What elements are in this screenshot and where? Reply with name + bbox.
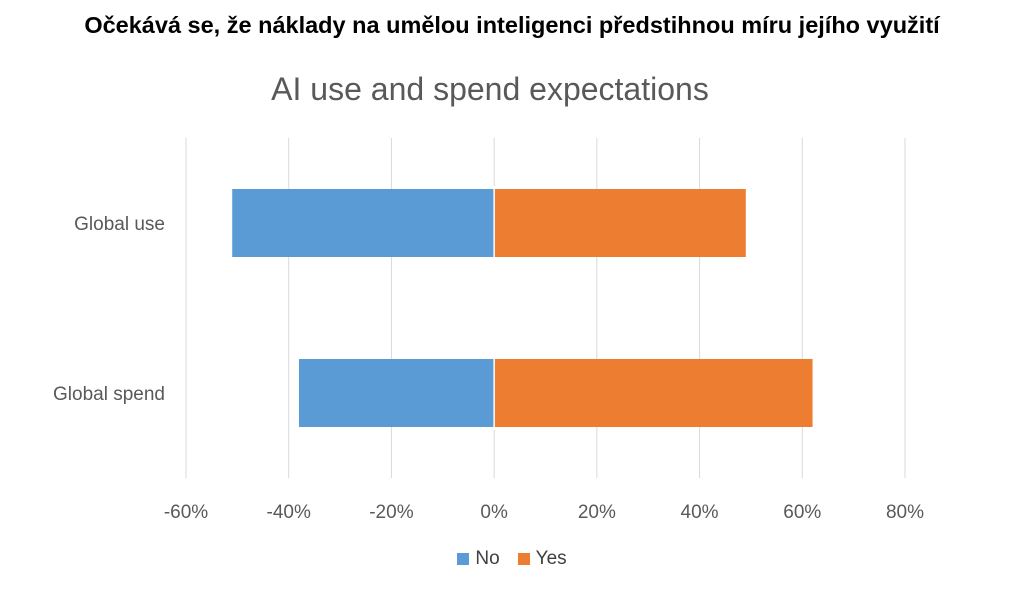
x-tick-label: 0% [480,502,508,523]
x-tick-label: -40% [267,502,311,523]
category-label: Global use [74,214,165,235]
x-tick-labels: -60% -40% -20% 0% 20% 40% 60% 80% [164,502,924,523]
bar-no-global-spend [298,359,495,427]
headline: Očekává se, že náklady na umělou intelig… [84,12,940,38]
bars [232,186,813,430]
x-tick-label: 80% [886,502,924,523]
bar-yes-global-use [494,189,746,257]
legend-label-no: No [475,548,500,569]
legend-label-yes: Yes [535,548,567,569]
legend-item-no: No [457,548,500,570]
chart-title: AI use and spend expectations [271,71,709,107]
bar-yes-global-spend [494,359,813,427]
x-tick-label: 60% [783,502,821,523]
x-tick-label: -60% [164,502,208,523]
category-labels: Global use Global spend [53,214,165,405]
legend: No Yes [0,548,1024,570]
legend-swatch-no [457,553,470,565]
bar-no-global-use [232,189,495,257]
x-tick-label: 40% [681,502,719,523]
x-tick-label: -20% [369,502,413,523]
legend-swatch-yes [517,553,530,565]
legend-item-yes: Yes [517,548,567,570]
category-label: Global spend [53,384,165,405]
x-tick-label: 20% [578,502,616,523]
